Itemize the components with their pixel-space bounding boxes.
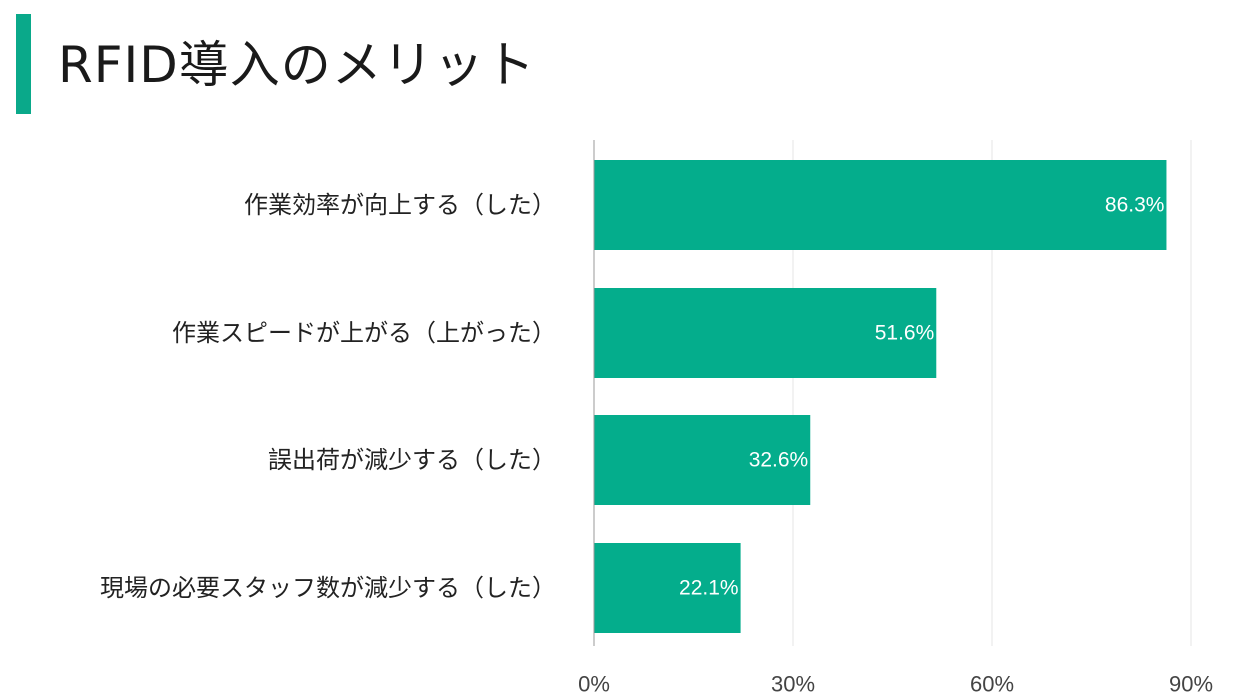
data-label-1: 51.6% <box>875 322 935 345</box>
tick-labels: 0% 30% 60% 90% <box>578 672 1213 697</box>
category-label-2: 誤出荷が減少する（した） <box>268 446 556 474</box>
bar-3 <box>594 543 741 633</box>
bars <box>594 160 1167 633</box>
category-label-0: 作業効率が向上する（した） <box>244 191 556 219</box>
data-label-2: 32.6% <box>749 449 809 472</box>
category-label-1: 作業スピードが上がる（上がった） <box>172 319 556 347</box>
data-label-3: 22.1% <box>679 577 739 600</box>
tick-label-30: 30% <box>771 672 815 697</box>
title-accent-bar <box>16 14 31 114</box>
tick-label-60: 60% <box>970 672 1014 697</box>
bar-1 <box>594 288 937 378</box>
bar-2 <box>594 415 811 505</box>
category-labels: 作業効率が向上する（した） 作業スピードが上がる（上がった） 誤出荷が減少する（した… <box>100 191 556 602</box>
page-title: RFID導入のメリット <box>58 36 536 94</box>
data-labels: 86.3% 51.6% 32.6% 22.1% <box>679 194 1164 600</box>
category-label-3: 現場の必要スタッフ数が減少する（した） <box>100 574 556 602</box>
bar-0 <box>594 160 1167 250</box>
tick-label-0: 0% <box>578 672 610 697</box>
data-label-0: 86.3% <box>1105 194 1165 217</box>
tick-label-90: 90% <box>1169 672 1213 697</box>
